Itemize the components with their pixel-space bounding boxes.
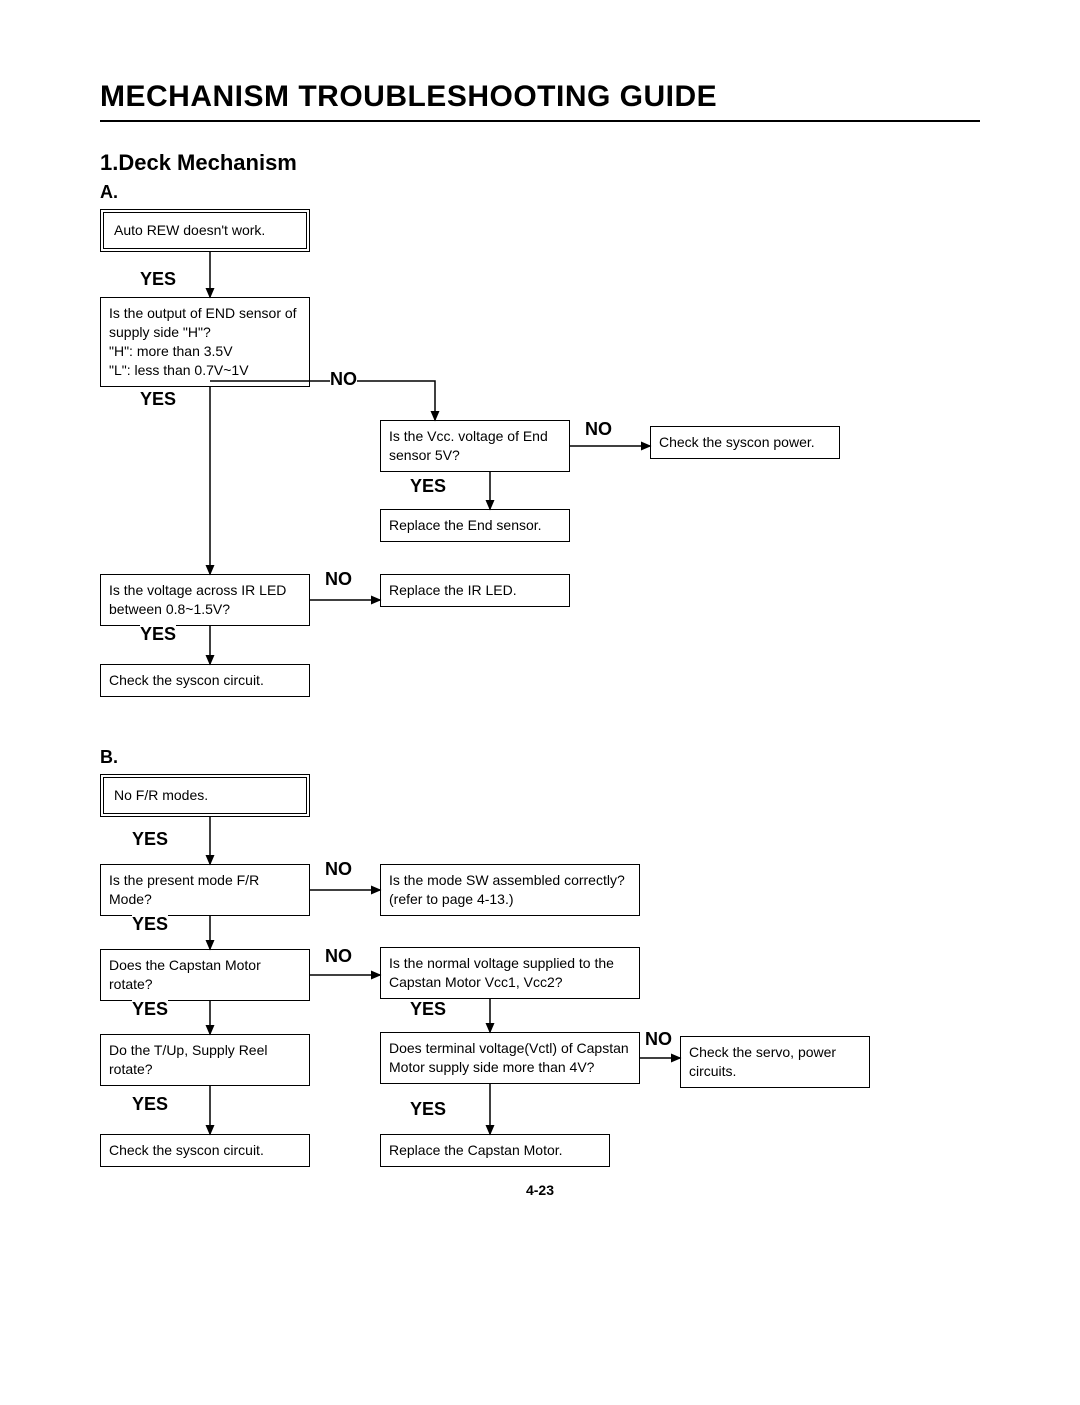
page-title: MECHANISM TROUBLESHOOTING GUIDE: [100, 80, 980, 122]
flow-edge-label: NO: [645, 1029, 672, 1050]
flow-edge-label: NO: [325, 569, 352, 590]
flow-node-q1: Is the output of END sensor of supply si…: [100, 297, 310, 387]
flow-edge-label: YES: [132, 829, 168, 850]
flow-node-a3yes: Check the syscon circuit.: [100, 1134, 310, 1167]
flow-node-a2no: Check the syscon power.: [650, 426, 840, 459]
flow-node-q1: Is the present mode F/R Mode?: [100, 864, 310, 916]
flow-node-a2yes: Replace the End sensor.: [380, 509, 570, 542]
flow-edge-label: NO: [325, 946, 352, 967]
flow-edge-label: YES: [140, 624, 176, 645]
flow-node-q2: Is the Vcc. voltage of End sensor 5V?: [380, 420, 570, 472]
flow-edge-label: YES: [140, 389, 176, 410]
flowchart-a: Auto REW doesn't work. Is the output of E…: [100, 209, 980, 729]
flow-node-start: Auto REW doesn't work.: [100, 209, 310, 252]
flow-edge-label: YES: [132, 1094, 168, 1115]
flow-node-a3no: Replace the IR LED.: [380, 574, 570, 607]
section-title: 1.Deck Mechanism: [100, 150, 980, 176]
flow-edge: [210, 381, 435, 420]
flow-node-start: No F/R modes.: [100, 774, 310, 817]
flow-edge-label: YES: [410, 476, 446, 497]
flow-node-q3: Do the T/Up, Supply Reel rotate?: [100, 1034, 310, 1086]
flow-node-a3yes: Check the syscon circuit.: [100, 664, 310, 697]
flow-node-a2no: Is the normal voltage supplied to the Ca…: [380, 947, 640, 999]
flow-edge-label: YES: [132, 914, 168, 935]
flowchart-b: No F/R modes. Is the present mode F/R Mod…: [100, 774, 980, 1194]
page: MECHANISM TROUBLESHOOTING GUIDE 1.Deck M…: [100, 80, 980, 1194]
flow-node-q2: Does the Capstan Motor rotate?: [100, 949, 310, 1001]
page-number: 4-23: [0, 1182, 1080, 1198]
flow-node-a4yes: Replace the Capstan Motor.: [380, 1134, 610, 1167]
flow-edge-label: YES: [410, 999, 446, 1020]
flow-edge-label: YES: [132, 999, 168, 1020]
flow-node-a4no: Check the servo, power circuits.: [680, 1036, 870, 1088]
flow-edge-label: YES: [140, 269, 176, 290]
flow-edge-label: NO: [325, 859, 352, 880]
flow-node-a1no: Is the mode SW assembled correctly? (ref…: [380, 864, 640, 916]
flow-edge-label: YES: [410, 1099, 446, 1120]
subsection-a-label: A.: [100, 182, 980, 203]
flow-edge-label: NO: [585, 419, 612, 440]
subsection-b-label: B.: [100, 747, 980, 768]
flow-edge-label: NO: [330, 369, 357, 390]
flow-node-q4: Does terminal voltage(Vctl) of Capstan M…: [380, 1032, 640, 1084]
flow-node-q3: Is the voltage across IR LED between 0.8…: [100, 574, 310, 626]
